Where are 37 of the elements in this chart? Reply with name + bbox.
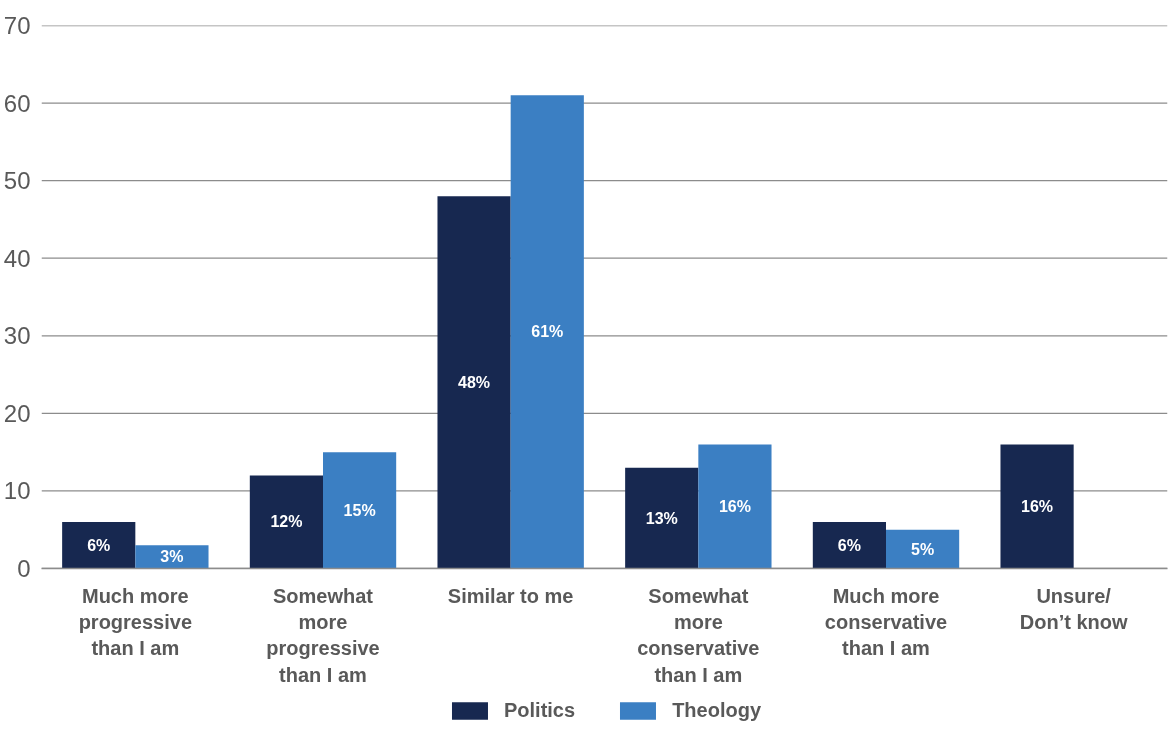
y-tick-label: 70 bbox=[3, 12, 31, 39]
data-label: 48% bbox=[458, 373, 491, 391]
x-tick-label: Unsure/ Don’t know bbox=[1019, 584, 1128, 633]
bar bbox=[323, 452, 397, 569]
data-label: 6% bbox=[837, 536, 861, 554]
bar bbox=[812, 521, 886, 569]
bar bbox=[625, 467, 699, 569]
x-tick-label: Much more progressive than I am bbox=[78, 584, 193, 660]
bar bbox=[62, 521, 136, 569]
bar bbox=[510, 95, 584, 569]
y-tick-label: 60 bbox=[3, 89, 31, 117]
y-tick-label: 30 bbox=[3, 322, 31, 350]
y-tick-label: 10 bbox=[3, 477, 31, 505]
data-label: 12% bbox=[270, 513, 303, 531]
bar bbox=[698, 444, 772, 569]
bar bbox=[249, 475, 323, 569]
data-label: 3% bbox=[160, 548, 184, 566]
legend-label: Theology bbox=[672, 698, 762, 722]
x-tick-label: Similar to me bbox=[447, 584, 574, 607]
bar bbox=[1000, 444, 1074, 569]
x-tick-label: Somewhat more progressive than I am bbox=[266, 584, 380, 686]
bar bbox=[437, 196, 511, 569]
legend-label: Politics bbox=[503, 698, 576, 722]
data-label: 61% bbox=[531, 323, 564, 341]
data-label: 5% bbox=[911, 540, 935, 558]
y-tick-label: 50 bbox=[3, 167, 31, 195]
data-label: 13% bbox=[645, 509, 678, 527]
y-tick-label: 0 bbox=[17, 555, 31, 582]
bar bbox=[886, 529, 960, 569]
data-label: 15% bbox=[343, 501, 376, 519]
y-tick-label: 20 bbox=[3, 399, 31, 427]
x-tick-label: Somewhat more conservative than I am bbox=[637, 584, 760, 686]
data-label: 16% bbox=[1021, 497, 1054, 515]
x-tick-label: Much more conservative than I am bbox=[824, 584, 948, 660]
data-label: 6% bbox=[87, 536, 111, 554]
data-label: 16% bbox=[718, 497, 751, 515]
y-tick-label: 40 bbox=[3, 244, 31, 272]
